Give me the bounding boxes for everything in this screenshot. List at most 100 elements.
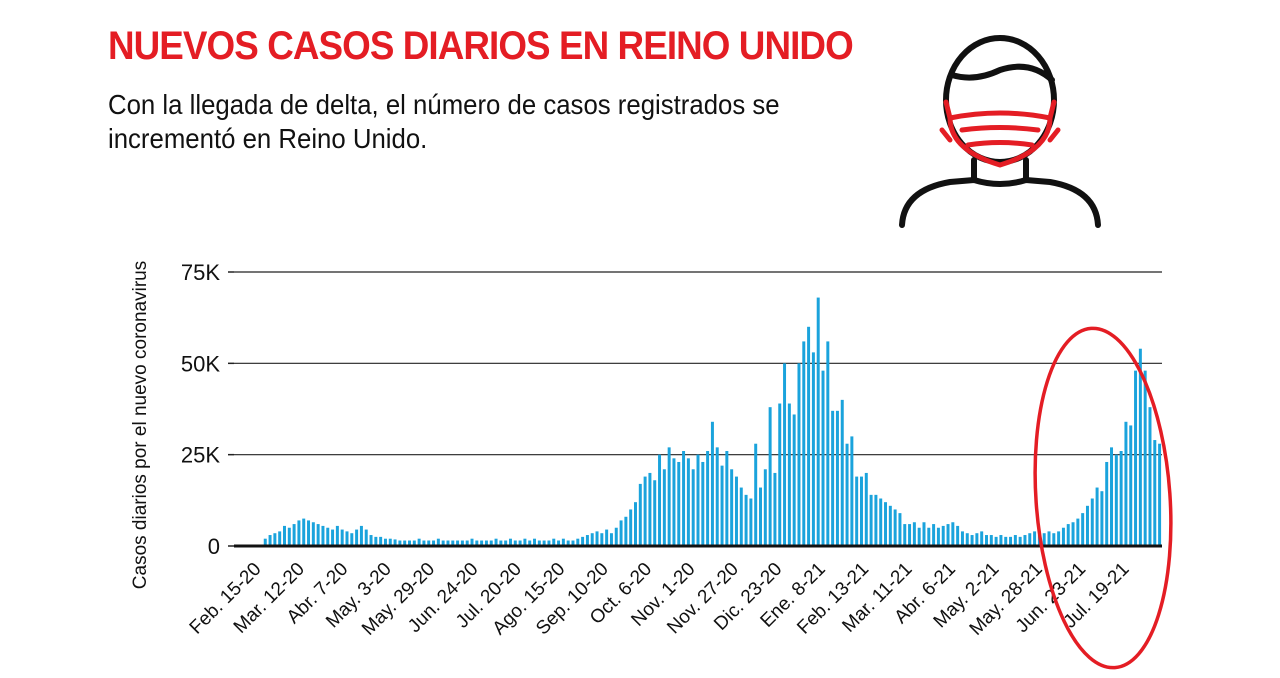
bar <box>1105 461 1109 546</box>
bar <box>677 461 681 546</box>
chart-grid <box>234 271 1162 456</box>
bar <box>658 454 662 546</box>
bar <box>432 540 436 546</box>
bar <box>494 538 498 546</box>
bar <box>864 472 868 546</box>
bar <box>730 469 734 546</box>
bar <box>571 540 575 546</box>
bar <box>484 540 488 546</box>
y-tick-label: 50K <box>181 351 220 376</box>
bar <box>706 451 710 546</box>
bar <box>1081 513 1085 546</box>
bar <box>884 502 888 546</box>
bar <box>1047 531 1051 546</box>
bar <box>898 513 902 546</box>
bar <box>1138 348 1142 546</box>
bar <box>335 525 339 546</box>
bar <box>609 533 613 546</box>
bar <box>682 451 686 546</box>
bar <box>619 520 623 546</box>
bar <box>1009 536 1013 546</box>
bar <box>922 522 926 546</box>
bar <box>307 520 311 546</box>
bar <box>359 525 363 546</box>
bar <box>345 531 349 546</box>
bar <box>422 540 426 546</box>
bar <box>908 524 912 546</box>
bar <box>1028 533 1032 546</box>
bar <box>653 480 657 546</box>
bar <box>850 436 854 546</box>
bar <box>537 540 541 546</box>
bar <box>528 540 532 546</box>
bar <box>662 469 666 546</box>
bar <box>985 535 988 546</box>
bar <box>807 326 811 546</box>
bar <box>1095 487 1099 546</box>
bar <box>869 494 873 546</box>
bar <box>456 540 460 546</box>
bar <box>1143 370 1147 546</box>
page-title: NUEVOS CASOS DIARIOS EN REINO UNIDO <box>108 24 854 68</box>
bar <box>879 498 883 546</box>
bar <box>629 509 633 546</box>
bar <box>1114 454 1118 546</box>
bar <box>917 527 921 546</box>
bar <box>302 518 306 546</box>
bar <box>759 487 762 546</box>
bar <box>1129 425 1133 546</box>
bar <box>393 539 397 546</box>
bar <box>778 403 782 546</box>
bar <box>287 527 291 546</box>
bar <box>672 458 676 546</box>
bar <box>840 399 844 546</box>
bar <box>311 522 315 546</box>
bar <box>888 505 892 546</box>
bar <box>547 540 551 546</box>
bar <box>513 540 517 546</box>
bar <box>845 443 849 546</box>
bar <box>566 540 570 546</box>
bar <box>475 540 479 546</box>
bar <box>624 516 628 546</box>
y-axis-label: Casos diarios por el nuevo coronavirus <box>130 261 151 589</box>
bar <box>874 494 878 546</box>
bar <box>1023 535 1027 546</box>
bar <box>340 529 344 546</box>
bar <box>292 524 296 546</box>
bar <box>710 421 714 546</box>
bar <box>321 525 325 546</box>
bar <box>816 297 820 546</box>
bar <box>552 538 556 546</box>
delta-wave-highlight <box>1033 326 1173 670</box>
bar <box>542 540 546 546</box>
bar <box>941 525 945 546</box>
bar <box>460 540 464 546</box>
bar <box>533 538 537 546</box>
bar <box>614 527 618 546</box>
bar <box>388 538 392 546</box>
bar <box>826 341 830 546</box>
bar <box>436 538 440 546</box>
bar <box>773 472 777 546</box>
bar <box>403 540 407 546</box>
bar <box>489 540 493 546</box>
bar <box>691 469 695 546</box>
bar <box>508 538 512 546</box>
bar <box>1042 533 1046 546</box>
bar <box>855 476 859 546</box>
bar <box>316 524 320 546</box>
bar <box>643 476 647 546</box>
bar <box>797 363 801 546</box>
bar <box>268 535 272 546</box>
bar <box>787 403 791 546</box>
bar <box>1119 451 1123 546</box>
bar <box>994 536 998 546</box>
bar <box>970 535 974 546</box>
bar <box>1061 527 1065 546</box>
bar <box>1153 440 1157 546</box>
bar <box>980 531 984 546</box>
bar <box>504 540 508 546</box>
